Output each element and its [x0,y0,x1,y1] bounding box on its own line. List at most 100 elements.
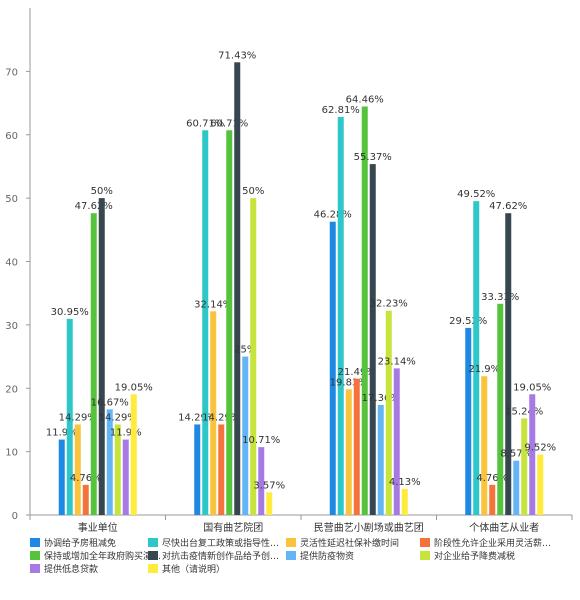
data-label: 32.23% [370,299,408,310]
bar [465,327,472,515]
legend-swatch [286,551,296,560]
bar [369,164,376,515]
data-label: 46.28% [314,210,352,221]
data-label: 60.71% [186,118,224,129]
data-label: 64.46% [346,94,384,105]
y-tick-label: 50 [5,194,18,205]
bar [505,213,512,515]
legend-swatch [286,538,296,547]
legend-label: 对抗击疫情新创作品给予创… [162,550,279,562]
bar [194,424,201,515]
data-label: 50% [242,186,264,197]
data-label: 4.76% [70,473,102,484]
bar [537,454,544,515]
data-label: 21.49% [338,367,376,378]
data-label: 11.9% [110,428,142,439]
bar [513,460,520,515]
data-label: 47.62% [489,201,527,212]
data-label: 49.52% [457,189,495,200]
legend-swatch [30,551,40,560]
data-label: 71.43% [218,50,256,61]
legend-swatch [420,551,430,560]
data-label: 32.14% [194,299,232,310]
data-label: 15.24% [505,406,543,417]
bar [74,424,81,515]
y-tick-label: 20 [5,384,18,395]
bar [130,394,137,515]
legend-swatch [420,538,430,547]
bar [481,376,488,515]
data-label: 4.13% [389,477,421,488]
bar [393,368,400,515]
bar [266,492,273,515]
bar [226,130,233,516]
legend-swatch [30,538,40,547]
data-label: 47.62% [75,201,113,212]
legend-label: 协调给予房租减免 [44,537,116,549]
bar [377,404,384,515]
bar [521,418,528,515]
bar [106,409,113,515]
x-category-label: 民营曲艺小剧场或曲艺团 [314,521,424,534]
data-label: 30.95% [51,307,89,318]
legend-swatch [148,538,158,547]
bar [114,424,121,515]
y-tick-label: 40 [5,258,18,269]
bar [58,439,65,515]
legend-label: 其他（请说明） [162,563,225,575]
bar [242,356,249,515]
x-category-label: 国有曲艺院团 [203,521,263,534]
data-label: 19.83% [330,377,368,388]
data-label: 3.57% [253,480,285,491]
bar [90,213,97,515]
bar [329,221,336,515]
legend-swatch [30,564,40,573]
bar [202,130,209,516]
data-label: 33.33% [481,292,519,303]
data-label: 14.29% [178,412,216,423]
bar [345,389,352,515]
bar [361,106,368,516]
data-label: 9.52% [524,443,556,454]
legend-label: 提供防疫物资 [300,550,354,562]
y-tick-label: 60 [5,131,18,142]
bar [234,62,241,515]
y-tick-label: 30 [5,321,18,332]
bar [385,310,392,515]
bar [473,201,480,516]
bar [122,439,129,515]
data-label: 4.76% [476,473,508,484]
bar [401,488,408,515]
bar [82,484,89,515]
bar [218,424,225,515]
data-label: 25% [234,345,256,356]
bar [337,116,344,516]
data-label: 50% [91,186,113,197]
bar [529,394,536,515]
data-label: 16.67% [91,397,129,408]
legend-label: 灵活性延迟社保补缴时间 [300,537,399,549]
legend-swatch [148,564,158,573]
data-label: 17.36% [362,393,400,404]
data-label: 14.29% [99,412,137,423]
data-label: 14.29% [59,412,97,423]
legend-label: 对企业给予降费减税 [434,550,515,562]
x-category-label: 事业单位 [78,521,118,534]
bar [489,484,496,515]
legend-label: 阶段性允许企业采用灵活薪… [434,537,551,549]
x-category-label: 个体曲艺从业者 [469,522,539,534]
data-label: 11.9% [46,428,78,439]
data-label: 14.29% [202,412,240,423]
data-label: 8.57% [500,449,532,460]
bar [250,198,257,515]
data-label: 21.9% [468,364,500,375]
legend-swatch [148,551,158,560]
data-label: 19.05% [513,382,551,393]
bar [497,303,504,515]
bar [353,378,360,515]
data-label: 23.14% [378,356,416,367]
data-label: 19.05% [115,382,153,393]
data-label: 62.81% [322,105,360,116]
